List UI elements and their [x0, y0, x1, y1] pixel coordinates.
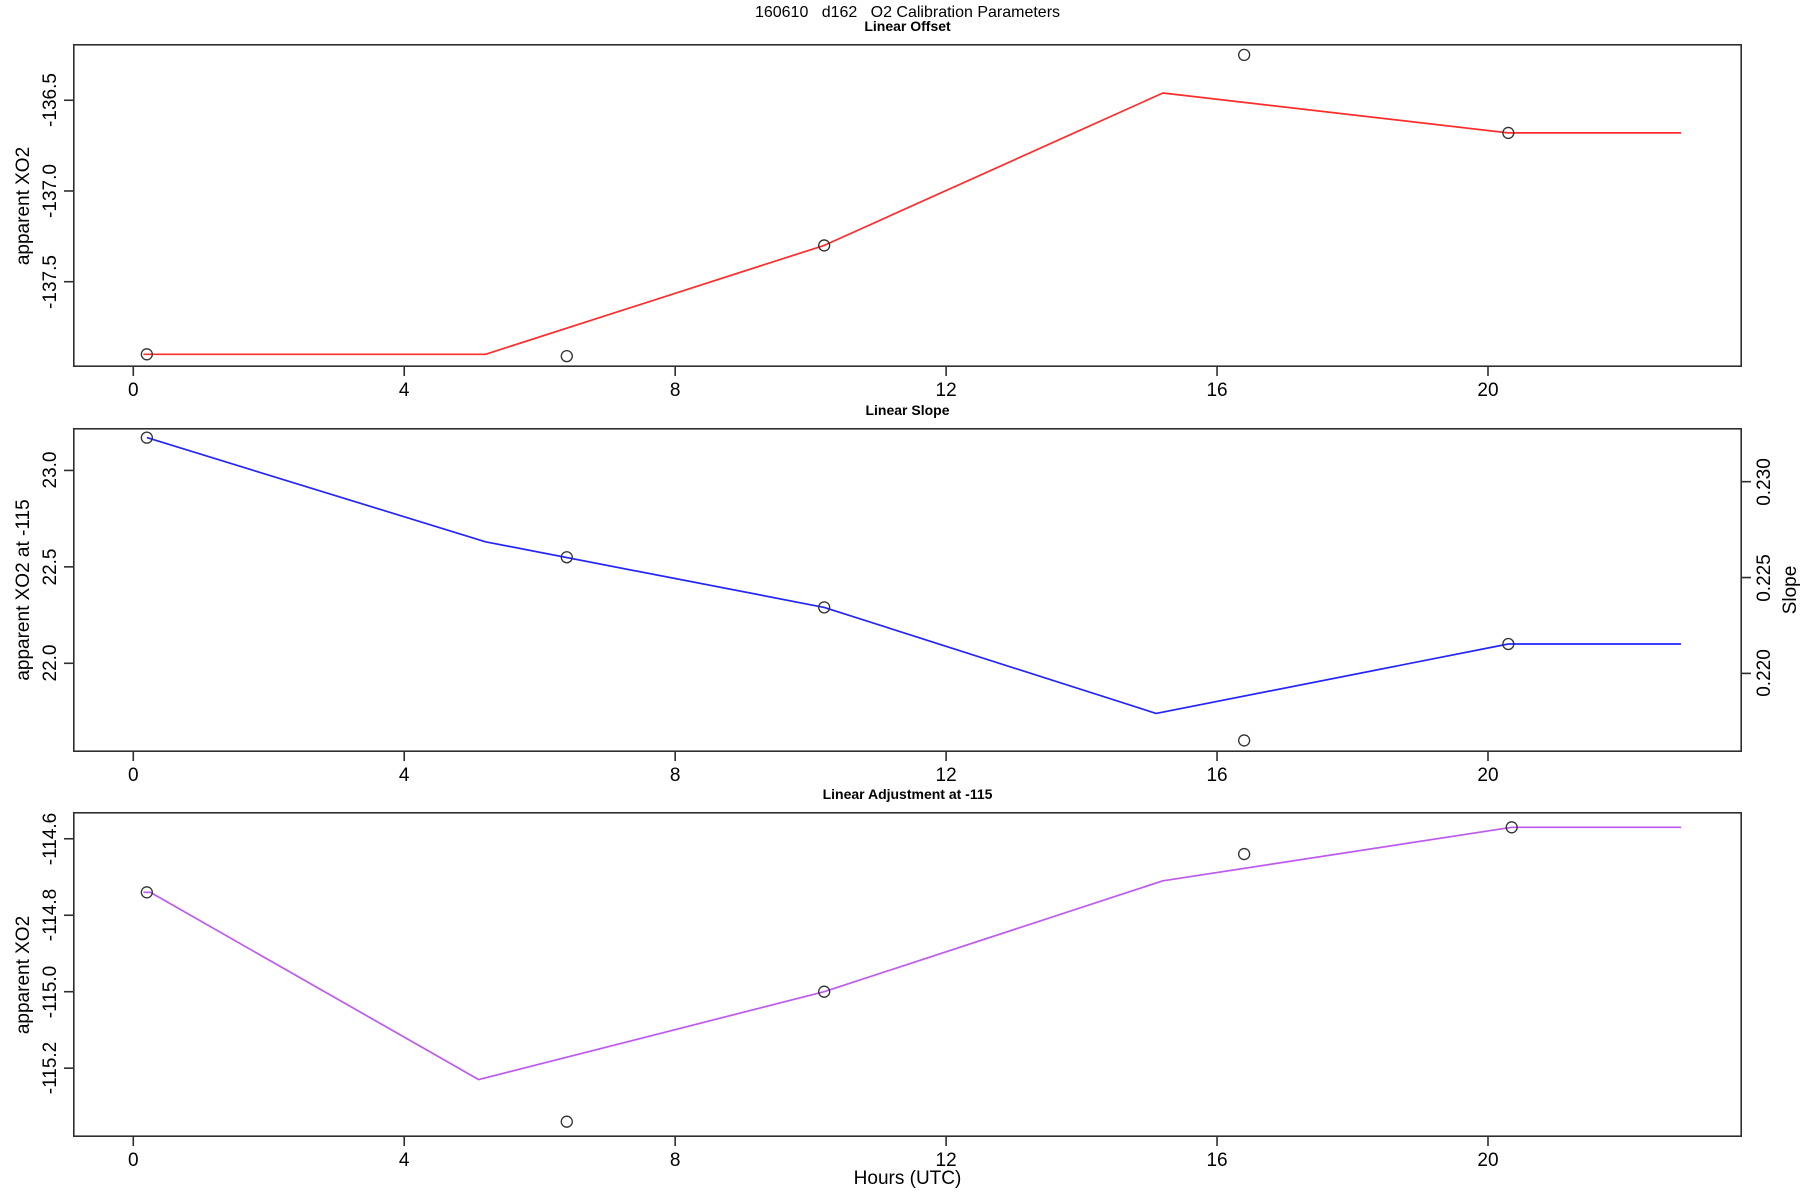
- plot-area-linear-adjustment: [64, 812, 1743, 1146]
- y-tick-label: 22.0: [40, 644, 61, 682]
- data-point: [1502, 126, 1515, 140]
- fit-line: [146, 436, 1681, 715]
- x-tick-label: 4: [398, 380, 410, 401]
- y2-tick-label: 0.225: [1754, 553, 1775, 602]
- y-tick-label: -114.8: [40, 889, 61, 942]
- y-tick-label: -136.5: [40, 73, 61, 128]
- y-tick-label: -115.0: [40, 965, 61, 1018]
- data-point: [560, 349, 573, 363]
- data-point: [1237, 734, 1251, 747]
- x-tick-label: 8: [669, 765, 681, 786]
- x-tick-label: 16: [1206, 380, 1228, 401]
- x-tick-label: 4: [398, 765, 410, 786]
- fit-line: [143, 826, 1681, 1081]
- plot-border: [73, 44, 1743, 367]
- data-point: [560, 551, 573, 564]
- panel-title-linear-offset: Linear Offset: [864, 18, 951, 34]
- data-point: [818, 985, 831, 998]
- data-point: [140, 431, 153, 444]
- x-tick-label: 12: [935, 765, 957, 786]
- x-tick-label: 12: [935, 1150, 957, 1171]
- y2-axis-label-slope: Slope: [1780, 565, 1800, 615]
- data-point: [1237, 847, 1251, 861]
- data-point: [818, 601, 831, 614]
- figure-title: 160610 d162 O2 Calibration Parameters: [754, 4, 1061, 21]
- x-tick-label: 8: [669, 380, 681, 401]
- data-point: [1237, 48, 1251, 62]
- panel-title-linear-slope: Linear Slope: [865, 402, 950, 418]
- x-tick-label: 20: [1477, 380, 1499, 401]
- x-tick-label: 20: [1477, 1150, 1499, 1171]
- y-axis-label-linear-offset: apparent XO2: [13, 146, 34, 265]
- plot-area-linear-slope: [64, 428, 1751, 761]
- y-tick-label: 23.0: [40, 451, 61, 489]
- data-point: [140, 348, 153, 361]
- y2-tick-label: 0.220: [1754, 649, 1775, 698]
- fit-line: [143, 92, 1681, 356]
- plot-border: [73, 812, 1743, 1137]
- x-tick-label: 8: [669, 1150, 681, 1171]
- x-tick-label: 0: [127, 765, 139, 786]
- x-tick-label: 16: [1206, 765, 1228, 786]
- data-point: [818, 239, 831, 252]
- data-point: [140, 886, 153, 899]
- y-tick-label: -114.6: [40, 812, 61, 865]
- plot-area-linear-offset: [64, 44, 1743, 376]
- plot-border: [73, 428, 1743, 752]
- y-axis-label-linear-adjustment: apparent XO2: [13, 915, 34, 1034]
- x-tick-label: 4: [398, 1150, 410, 1171]
- x-tick-label: 12: [935, 380, 957, 401]
- x-axis-label: Hours (UTC): [853, 1168, 962, 1189]
- y2-tick-label: 0.230: [1754, 457, 1775, 506]
- data-point: [1502, 637, 1515, 651]
- x-tick-label: 0: [127, 1150, 139, 1171]
- x-tick-label: 20: [1477, 765, 1499, 786]
- data-point: [1505, 821, 1518, 834]
- panel-title-linear-adjustment: Linear Adjustment at -115: [822, 786, 993, 802]
- data-point: [560, 1115, 573, 1128]
- y-tick-label: -115.2: [40, 1041, 61, 1095]
- x-tick-label: 16: [1206, 1150, 1228, 1171]
- y-axis-label-linear-slope: apparent XO2 at -115: [13, 499, 34, 681]
- y-tick-label: 22.5: [40, 548, 61, 586]
- y-tick-label: -137.0: [40, 164, 61, 218]
- x-tick-label: 0: [127, 380, 139, 401]
- y-tick-label: -137.5: [40, 254, 61, 309]
